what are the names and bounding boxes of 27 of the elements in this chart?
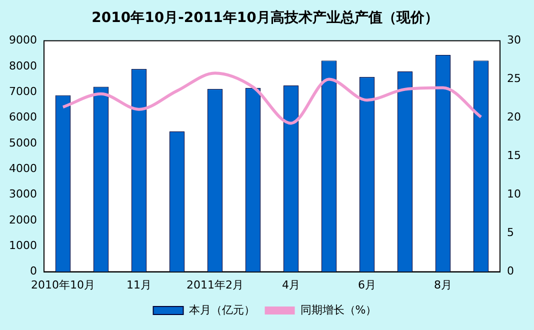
y-tick-label: 7000 xyxy=(8,84,37,98)
y-tick-label: 1000 xyxy=(8,238,37,252)
y2-tick-label: 15 xyxy=(507,149,522,162)
y-tick-label: 3000 xyxy=(8,188,37,201)
y2-tick-label: 25 xyxy=(507,72,522,86)
x-tick-label: 2011年2月 xyxy=(186,278,244,292)
y-tick-label: 4000 xyxy=(8,162,37,175)
y-tick-label: 5000 xyxy=(8,136,37,150)
y-tick-label: 0 xyxy=(30,264,37,278)
line-series xyxy=(61,72,483,125)
y2-tick-label: 5 xyxy=(507,226,514,240)
x-tick-label: 4月 xyxy=(282,278,300,292)
x-tick-label: 11月 xyxy=(126,278,152,292)
x-tick-label: 8月 xyxy=(434,278,452,292)
x-tick-label: 2010年10月 xyxy=(30,278,95,292)
chart-title: 2010年10月-2011年10月高技术产业总产值（现价） xyxy=(92,9,438,26)
y-tick-label: 6000 xyxy=(8,110,37,124)
x-tick-label: 6月 xyxy=(358,278,376,292)
y2-tick-label: 20 xyxy=(507,110,522,124)
y2-tick-label: 30 xyxy=(507,34,522,47)
y-tick-label: 8000 xyxy=(8,59,37,72)
y-tick-label: 2000 xyxy=(8,213,37,226)
legend-label: 本月（亿元） xyxy=(188,303,255,316)
legend-label: 同期增长（%） xyxy=(300,303,377,316)
y2-tick-label: 0 xyxy=(507,264,514,278)
y-tick-label: 9000 xyxy=(8,34,37,47)
y2-tick-label: 10 xyxy=(507,188,522,201)
